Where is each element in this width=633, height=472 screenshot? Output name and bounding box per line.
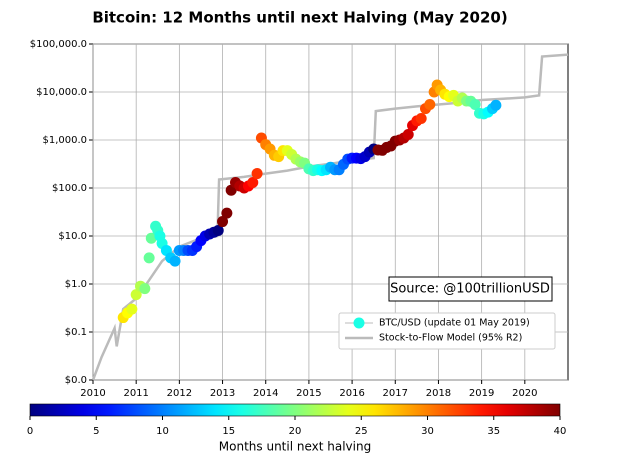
x-tick-label: 2013 [210,388,235,399]
price-point [139,283,151,295]
x-tick-label: 2018 [426,388,451,399]
y-tick-label: $100,000.0 [30,39,87,50]
colorbar-tick-label: 15 [222,426,235,437]
colorbar-tick-label: 10 [156,426,169,437]
colorbar [29,403,561,417]
x-tick-label: 2020 [512,388,537,399]
y-tick-label: $0.1 [65,327,87,338]
price-point [247,177,259,189]
y-tick-label: $1,000.0 [42,135,87,146]
price-point [145,232,157,244]
colorbar-tick-label: 40 [554,426,567,437]
price-point [217,216,229,228]
chart-title: Bitcoin: 12 Months until next Halving (M… [92,9,507,27]
price-point [402,129,414,141]
price-point [424,98,436,110]
annotation-box [388,276,553,302]
colorbar-tick-label: 20 [289,426,302,437]
x-tick-label: 2019 [469,388,494,399]
colorbar-label: Months until next halving [219,440,371,454]
price-point [169,255,181,267]
x-tick-label: 2010 [80,388,105,399]
colorbar-tick-label: 5 [93,426,99,437]
model-line [91,53,569,381]
price-point [143,252,155,264]
price-point [469,98,481,110]
price-point [130,289,142,301]
x-tick-label: 2015 [296,388,321,399]
x-tick-label: 2011 [123,388,148,399]
x-tick-label: 2014 [253,388,278,399]
colorbar-tick-label: 0 [27,426,33,437]
legend-box [338,312,556,350]
x-tick-label: 2017 [383,388,408,399]
x-tick-label: 2012 [167,388,192,399]
price-point [126,303,138,315]
y-tick-label: $10.0 [58,231,87,242]
x-tick-label: 2016 [339,388,364,399]
colorbar-tick-label: 30 [421,426,434,437]
colorbar-tick-label: 25 [355,426,368,437]
y-tick-label: $0.0 [65,375,87,386]
price-point [490,99,502,111]
y-tick-label: $1.0 [65,279,87,290]
price-point [212,225,224,237]
price-point [251,168,263,180]
annotation: Source: @100trillionUSD [390,282,550,297]
y-tick-label: $100.0 [52,183,87,194]
legend-swatch [353,317,365,329]
price-point [221,207,233,219]
legend-label: Stock-to-Flow Model (95% R2) [379,333,522,344]
price-point [415,113,427,125]
colorbar-tick-label: 35 [487,426,500,437]
legend-label: BTC/USD (update 01 May 2019) [379,318,530,329]
y-tick-label: $10,000.0 [36,87,87,98]
